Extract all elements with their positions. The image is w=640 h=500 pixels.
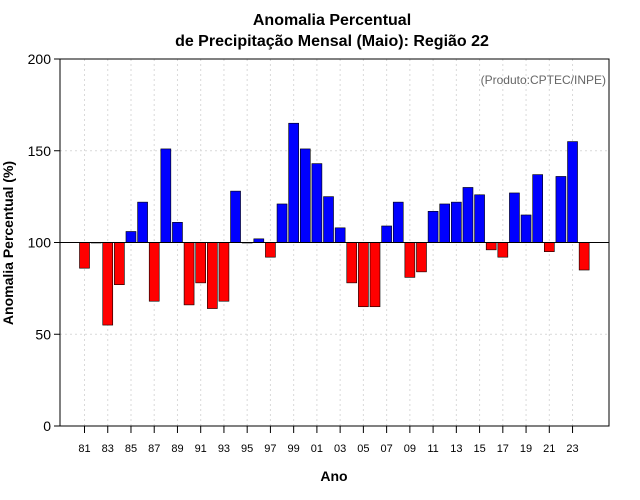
y-axis-label: Anomalia Percentual (%) bbox=[0, 161, 16, 325]
bar-2018 bbox=[509, 192, 520, 243]
bar-1990 bbox=[183, 242, 195, 306]
x-tick-label: 95 bbox=[241, 443, 253, 455]
y-tick-label: 150 bbox=[28, 143, 52, 159]
bar-2023 bbox=[567, 141, 578, 243]
bar-1999 bbox=[288, 122, 299, 243]
x-tick-label: 83 bbox=[102, 443, 114, 455]
bar-1985 bbox=[125, 231, 137, 243]
bars bbox=[79, 122, 590, 326]
bar-2000 bbox=[299, 148, 311, 243]
bar-1992 bbox=[207, 242, 218, 309]
x-tick-label: 13 bbox=[450, 443, 462, 455]
x-tick-label: 09 bbox=[404, 443, 416, 455]
x-tick-label: 91 bbox=[195, 443, 207, 455]
x-tick-label: 93 bbox=[218, 443, 230, 455]
bar-1986 bbox=[137, 201, 148, 243]
y-axis: 0 50 100 150 200 bbox=[28, 51, 60, 434]
bar-1983 bbox=[102, 242, 114, 326]
bar-1998 bbox=[276, 203, 288, 243]
x-tick-label: 07 bbox=[380, 443, 392, 455]
x-tick-label: 21 bbox=[543, 443, 555, 455]
bar-2001 bbox=[311, 163, 323, 243]
bar-2003 bbox=[334, 227, 346, 243]
bar-1988 bbox=[160, 148, 172, 243]
bar-2022 bbox=[555, 176, 567, 243]
bar-1987 bbox=[148, 242, 160, 302]
bar-2010 bbox=[416, 242, 427, 273]
bar-2021 bbox=[543, 242, 555, 252]
bar-2024 bbox=[578, 242, 590, 271]
x-tick-label: 85 bbox=[125, 443, 137, 455]
bar-2002 bbox=[323, 196, 334, 243]
chart-title-line1: Anomalia Percentual bbox=[253, 12, 411, 29]
x-tick-label: 17 bbox=[497, 443, 509, 455]
y-tick-label: 0 bbox=[43, 418, 51, 434]
x-tick-label: 97 bbox=[264, 443, 276, 455]
x-tick-label: 15 bbox=[473, 443, 485, 455]
x-tick-label: 99 bbox=[288, 443, 300, 455]
bar-2013 bbox=[451, 201, 462, 243]
bar-1991 bbox=[195, 242, 206, 284]
bar-1994 bbox=[230, 190, 241, 243]
x-tick-label: 19 bbox=[520, 443, 532, 455]
y-tick-label: 50 bbox=[35, 326, 51, 342]
bar-2004 bbox=[346, 242, 358, 284]
x-tick-label: 23 bbox=[566, 443, 578, 455]
bar-1989 bbox=[172, 222, 183, 243]
bar-1993 bbox=[218, 242, 230, 302]
bar-1984 bbox=[114, 242, 125, 286]
bar-2011 bbox=[427, 211, 439, 243]
bar-2007 bbox=[381, 225, 392, 243]
y-tick-label: 200 bbox=[28, 51, 52, 67]
bar-2006 bbox=[369, 242, 381, 308]
x-tick-label: 03 bbox=[334, 443, 346, 455]
bar-1996 bbox=[253, 238, 265, 243]
x-axis-label: Ano bbox=[320, 468, 347, 484]
bar-2016 bbox=[485, 242, 497, 251]
x-tick-label: 81 bbox=[78, 443, 90, 455]
source-note: (Produto:CPTEC/INPE) bbox=[481, 73, 606, 87]
x-tick-label: 89 bbox=[171, 443, 183, 455]
bar-1997 bbox=[265, 242, 276, 258]
x-tick-label: 01 bbox=[311, 443, 323, 455]
bar-2009 bbox=[404, 242, 416, 278]
bar-2020 bbox=[532, 174, 543, 243]
bar-2008 bbox=[392, 201, 404, 243]
x-tick-label: 87 bbox=[148, 443, 160, 455]
bar-2005 bbox=[358, 242, 369, 308]
bar-1981 bbox=[79, 242, 90, 269]
bar-2015 bbox=[474, 194, 485, 243]
x-tick-label: 05 bbox=[357, 443, 369, 455]
gridlines bbox=[60, 58, 609, 427]
bar-2012 bbox=[439, 203, 451, 243]
x-tick-label: 11 bbox=[427, 443, 438, 455]
chart-title-line2: de Precipitação Mensal (Maio): Região 22 bbox=[175, 33, 489, 50]
x-axis: 81 83 85 87 89 91 93 95 97 99 01 03 05 07 09 11 13 15 17 19… bbox=[78, 426, 579, 455]
bar-2019 bbox=[520, 214, 532, 243]
bar-2017 bbox=[497, 242, 509, 258]
y-tick-label: 100 bbox=[28, 235, 52, 251]
bar-2014 bbox=[462, 187, 474, 243]
